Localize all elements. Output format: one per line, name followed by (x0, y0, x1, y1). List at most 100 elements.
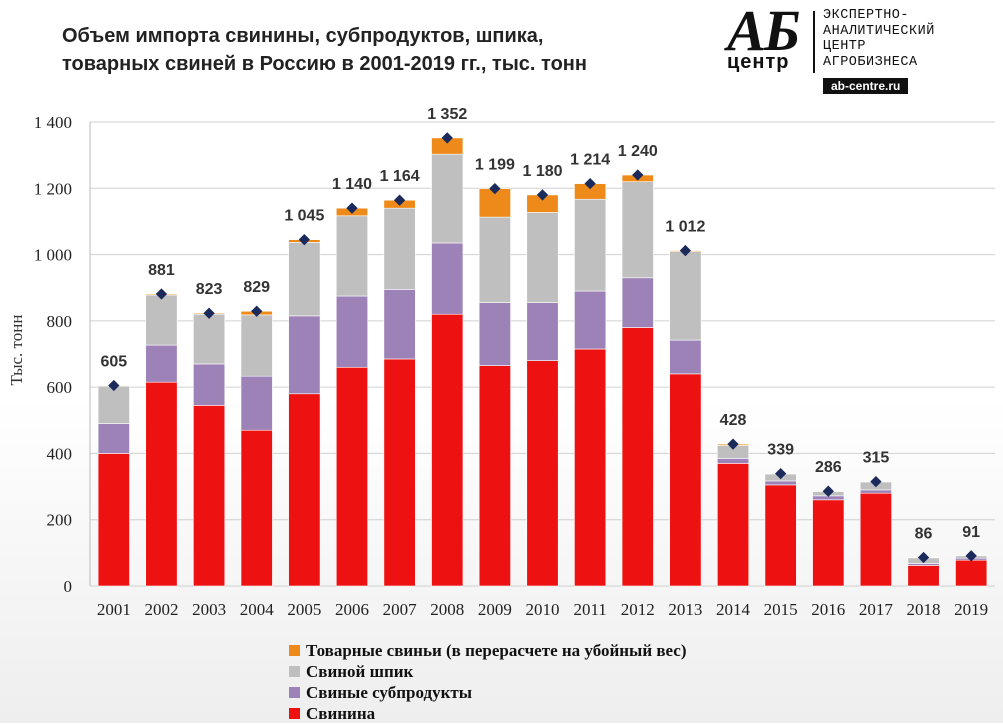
bar-segment (193, 364, 224, 405)
x-tick-label: 2014 (716, 600, 751, 619)
total-data-label: 1 199 (475, 157, 515, 174)
bar-segment (765, 481, 796, 485)
x-tick-label: 2006 (335, 600, 369, 619)
bar-segment (860, 493, 891, 586)
y-tick-label: 0 (64, 577, 73, 596)
total-data-label: 1 045 (284, 208, 324, 225)
bar-segment (98, 386, 129, 423)
y-tick-label: 1 000 (34, 246, 72, 265)
bar-segment (574, 349, 605, 586)
bar-segment (193, 405, 224, 586)
bar-segment (479, 303, 510, 366)
legend-label: Товарные свиньи (в перерасчете на убойны… (306, 641, 687, 661)
bar-segment (622, 278, 653, 328)
bar-segment (527, 303, 558, 361)
bar-segment (98, 453, 129, 586)
x-tick-label: 2019 (954, 600, 988, 619)
bar-segment (432, 154, 463, 243)
total-data-label: 91 (962, 524, 980, 541)
total-data-label: 1 180 (522, 163, 562, 180)
bar-segment (813, 500, 844, 586)
total-data-label: 881 (148, 262, 175, 279)
bar-segment (574, 199, 605, 291)
total-data-label: 1 240 (618, 143, 658, 160)
bar-segment (479, 217, 510, 303)
bar-segment (860, 490, 891, 493)
bar-segment (432, 243, 463, 314)
bar-segment (527, 212, 558, 302)
total-data-label: 1 012 (665, 219, 705, 236)
total-data-label: 823 (196, 281, 223, 298)
legend-item: Свиной шпик (289, 661, 687, 682)
x-tick-label: 2010 (526, 600, 560, 619)
bar-segment (670, 252, 701, 340)
x-tick-label: 2004 (240, 600, 275, 619)
legend-label: Свинина (306, 704, 375, 724)
bar-segment (670, 340, 701, 374)
bar-segment (289, 394, 320, 586)
legend-label: Свиной шпик (306, 662, 413, 682)
bar-segment (908, 565, 939, 586)
bar-segment (622, 182, 653, 278)
legend-swatch (289, 708, 300, 719)
x-tick-label: 2018 (907, 600, 941, 619)
legend-swatch (289, 666, 300, 677)
bar-segment (384, 359, 415, 586)
total-data-label: 339 (767, 442, 794, 459)
total-data-label: 315 (863, 450, 890, 467)
bar-segment (622, 327, 653, 586)
bar-segment (241, 430, 272, 586)
total-data-label: 1 352 (427, 106, 467, 123)
x-tick-label: 2001 (97, 600, 131, 619)
bar-segment (336, 216, 367, 296)
bar-segment (336, 367, 367, 586)
x-tick-label: 2017 (859, 600, 894, 619)
x-tick-label: 2002 (144, 600, 178, 619)
y-tick-label: 400 (47, 444, 73, 463)
x-tick-label: 2013 (668, 600, 702, 619)
y-tick-label: 600 (47, 378, 73, 397)
legend-swatch (289, 687, 300, 698)
legend-item: Свинина (289, 703, 687, 724)
total-data-label: 1 164 (380, 168, 420, 185)
bar-segment (289, 242, 320, 316)
legend-swatch (289, 645, 300, 656)
total-data-label: 605 (100, 353, 127, 370)
bar-segment (717, 463, 748, 586)
bar-segment (765, 485, 796, 586)
total-data-label: 86 (915, 525, 933, 542)
bar-segment (527, 361, 558, 586)
total-data-label: 428 (720, 412, 747, 429)
x-tick-label: 2003 (192, 600, 226, 619)
chart-legend: Товарные свиньи (в перерасчете на убойны… (289, 640, 687, 724)
y-tick-label: 1 200 (34, 179, 72, 198)
legend-label: Свиные субпродукты (306, 683, 472, 703)
bar-segment (574, 291, 605, 349)
x-tick-label: 2007 (383, 600, 418, 619)
bar-segment (98, 424, 129, 454)
x-tick-label: 2005 (287, 600, 321, 619)
x-tick-label: 2011 (573, 600, 606, 619)
legend-item: Товарные свиньи (в перерасчете на убойны… (289, 640, 687, 661)
bar-segment (146, 382, 177, 586)
total-data-label: 1 140 (332, 176, 372, 193)
total-data-label: 829 (243, 279, 270, 296)
bar-segment (336, 296, 367, 367)
x-tick-label: 2012 (621, 600, 655, 619)
bar-segment (241, 315, 272, 376)
bar-segment (717, 458, 748, 463)
bar-segment (193, 314, 224, 364)
bar-segment (432, 314, 463, 586)
y-tick-label: 200 (47, 511, 73, 530)
bar-segment (384, 208, 415, 289)
y-tick-label: 1 400 (34, 113, 72, 132)
bar-segment (479, 366, 510, 586)
x-tick-label: 2008 (430, 600, 464, 619)
bar-segment (384, 289, 415, 359)
x-tick-label: 2015 (764, 600, 798, 619)
x-tick-label: 2009 (478, 600, 512, 619)
legend-item: Свиные субпродукты (289, 682, 687, 703)
bar-segment (146, 345, 177, 382)
total-data-label: 286 (815, 459, 842, 476)
